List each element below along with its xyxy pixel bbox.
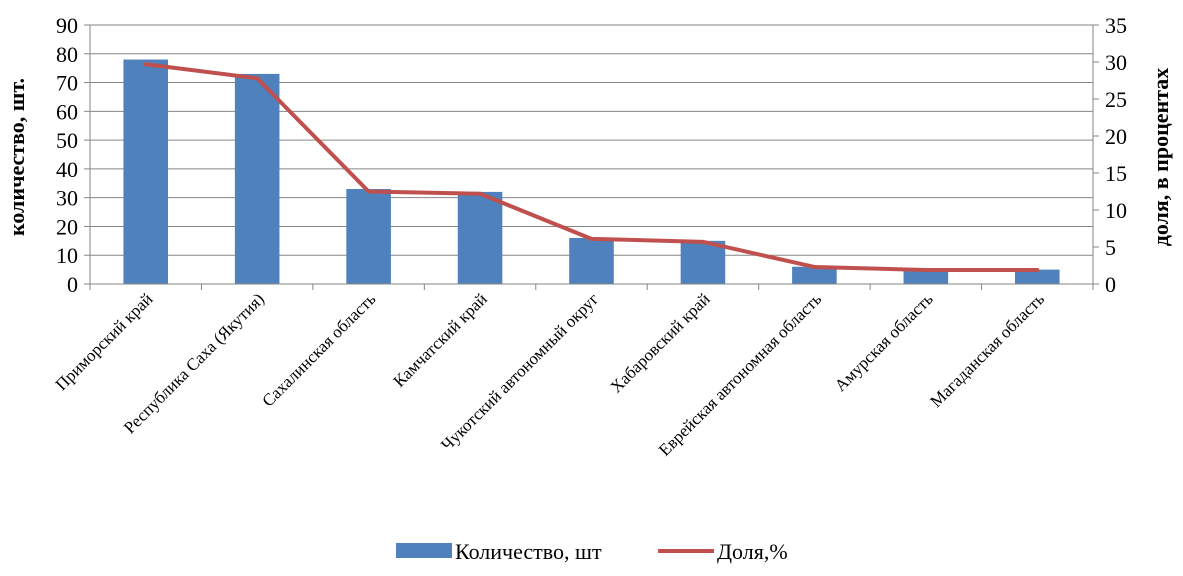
legend-swatch-bar bbox=[396, 543, 452, 558]
y2-tick-label: 25 bbox=[1105, 87, 1127, 112]
x-tick-label: Сахалинская область bbox=[258, 289, 379, 410]
bar bbox=[903, 269, 949, 284]
y-tick-label: 40 bbox=[56, 157, 78, 182]
line-point bbox=[589, 236, 594, 241]
y2-tick-label: 15 bbox=[1105, 161, 1127, 186]
legend-label-bar: Количество, шт bbox=[455, 539, 602, 564]
y-tick-label: 80 bbox=[56, 42, 78, 67]
bar bbox=[569, 237, 614, 284]
bar bbox=[234, 73, 280, 284]
bar-series bbox=[123, 59, 1060, 285]
x-tick-label: Камчатский край bbox=[390, 289, 491, 390]
bar bbox=[346, 189, 391, 284]
y-axis-title: количество, шт. bbox=[4, 78, 29, 236]
bar bbox=[680, 240, 726, 284]
line-point bbox=[923, 267, 928, 272]
y2-tick-label: 35 bbox=[1105, 13, 1127, 38]
y2-tick-label: 30 bbox=[1105, 50, 1127, 75]
y-tick-label: 90 bbox=[56, 13, 78, 38]
line-point bbox=[143, 62, 148, 67]
y2-axis-title: доля, в процентах bbox=[1148, 68, 1173, 247]
y-tick-label: 70 bbox=[56, 71, 78, 96]
bar bbox=[123, 59, 169, 285]
x-tick-label: Приморский край bbox=[52, 289, 157, 394]
y-tick-label: 60 bbox=[56, 99, 78, 124]
y2-tick-label: 5 bbox=[1105, 235, 1116, 260]
y-tick-label: 30 bbox=[56, 186, 78, 211]
bar bbox=[1014, 269, 1060, 284]
bar bbox=[792, 266, 837, 284]
axes bbox=[84, 24, 1099, 290]
y2-tick-label: 0 bbox=[1105, 272, 1116, 297]
x-tick-label: Хабаровский край bbox=[607, 289, 714, 396]
y-tick-label: 20 bbox=[56, 214, 78, 239]
y-tick-label: 10 bbox=[56, 243, 78, 268]
legend-label-line: Доля,% bbox=[717, 539, 788, 564]
line-series bbox=[143, 62, 1040, 272]
x-tick-label: Магаданская область bbox=[926, 289, 1048, 411]
line-point bbox=[1035, 267, 1040, 272]
line-point bbox=[478, 191, 483, 196]
line-point bbox=[700, 239, 705, 244]
line-point bbox=[255, 76, 260, 81]
bar bbox=[457, 191, 503, 284]
line-point bbox=[366, 189, 371, 194]
x-tick-label: Амурская область bbox=[831, 289, 937, 395]
y-tick-label: 50 bbox=[56, 128, 78, 153]
y2-tick-label: 10 bbox=[1105, 198, 1127, 223]
line-point bbox=[812, 264, 817, 269]
y-tick-label: 0 bbox=[67, 272, 78, 297]
legend: Количество, шт Доля,% bbox=[396, 539, 788, 564]
y2-tick-label: 20 bbox=[1105, 124, 1127, 149]
